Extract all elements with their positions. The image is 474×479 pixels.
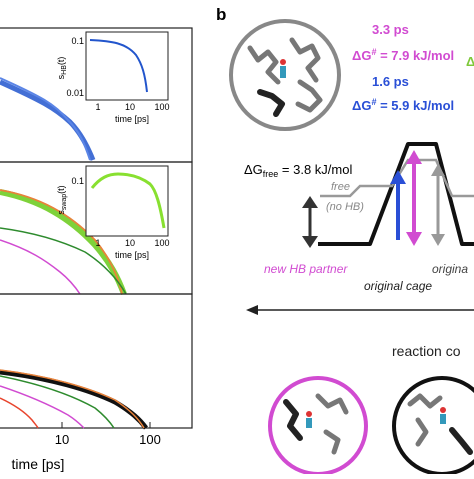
molecule-cage-circle <box>229 19 341 131</box>
dg-free-arrow <box>302 196 318 248</box>
rate-blue-time: 1.6 ps <box>372 74 409 89</box>
rate-magenta-dg: ΔG# = 7.9 kJ/mol <box>352 47 454 63</box>
curve-swap-orange <box>0 189 123 295</box>
inset-hb-xtick: 1 <box>95 102 100 112</box>
inset-hb-xtick: 10 <box>125 102 135 112</box>
molecule-new-partner-circle <box>268 376 368 476</box>
dg-free-label: ΔGfree = 3.8 kJ/mol <box>244 162 352 179</box>
inset-swap-xtick: 1 <box>95 238 100 248</box>
energy-profile-grey <box>320 158 474 198</box>
molecule-cage-icon <box>247 37 323 117</box>
panel-b: b 3.3 ps ΔG# = 7.9 kJ/mol 1.6 ps ΔG# = 5… <box>216 5 474 476</box>
inset-hb-curve <box>89 39 148 93</box>
inset-swap-ylabel: sswap(t) <box>56 185 68 214</box>
inset-hb-xlabel: time [ps] <box>115 114 149 124</box>
inset-swap-frame <box>85 165 169 237</box>
molecule-original-cage-icon <box>407 393 473 455</box>
inset-swap-xtick: 10 <box>125 238 135 248</box>
curve-hb-line <box>0 77 91 161</box>
reaction-coordinate-label: reaction co <box>392 343 461 359</box>
original-truncated-label: origina <box>432 262 468 276</box>
inset-hb-xtick: 100 <box>154 102 169 112</box>
curve-swap-magenta <box>0 239 81 295</box>
inset-hb-ytick: 0.01 <box>66 88 84 98</box>
inset-swap-curve <box>90 172 166 229</box>
barrier-arrow-grey <box>431 164 445 246</box>
plot-frame-combined <box>0 293 193 429</box>
curve-combined-magenta <box>0 385 85 429</box>
curve-swap-darkgreen <box>0 227 127 295</box>
barrier-arrow-magenta <box>406 150 422 246</box>
x-axis-label: time [ps] <box>12 456 65 472</box>
xtick-label-100: 100 <box>139 432 161 447</box>
molecule-original-cage-circle <box>392 376 474 476</box>
xtick-label-10: 10 <box>55 432 69 447</box>
reaction-coordinate-arrow <box>246 305 474 315</box>
curve-combined-green <box>0 375 115 429</box>
inset-hb-ytick: 0.1 <box>71 36 84 46</box>
no-hb-label: (no HB) <box>326 201 364 213</box>
truncated-delta: Δ <box>466 54 474 69</box>
new-partner-label: new HB partner <box>264 262 348 276</box>
inset-swap-xtick: 100 <box>154 238 169 248</box>
curve-combined-red <box>0 397 39 429</box>
inset-swap-xlabel: time [ps] <box>115 250 149 260</box>
barrier-arrow-blue <box>390 170 406 240</box>
rate-blue-dg: ΔG# = 5.9 kJ/mol <box>352 97 454 113</box>
free-label: free <box>331 181 350 193</box>
rate-magenta-time: 3.3 ps <box>372 22 409 37</box>
molecule-new-partner-icon <box>283 393 349 455</box>
inset-swap-ytick: 0.1 <box>71 176 84 186</box>
inset-hb-frame <box>85 31 169 101</box>
curve-combined-orange <box>0 369 145 429</box>
inset-hb-ylabel: sHB(t) <box>56 57 68 80</box>
left-plots: 0.1 0.01 1 10 100 time [ps] sHB(t) 0.1 1… <box>0 27 193 472</box>
original-cage-label: original cage <box>364 279 432 293</box>
energy-profile-black <box>318 142 474 246</box>
panel-b-label: b <box>216 5 226 24</box>
